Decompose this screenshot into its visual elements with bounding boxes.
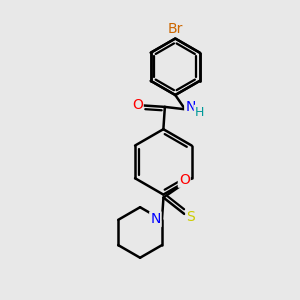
- Text: S: S: [186, 210, 195, 224]
- Text: O: O: [179, 173, 190, 187]
- Text: H: H: [195, 106, 204, 119]
- Text: N: N: [150, 212, 161, 226]
- Text: N: N: [185, 100, 196, 115]
- Text: Br: Br: [168, 22, 183, 36]
- Text: O: O: [132, 98, 143, 112]
